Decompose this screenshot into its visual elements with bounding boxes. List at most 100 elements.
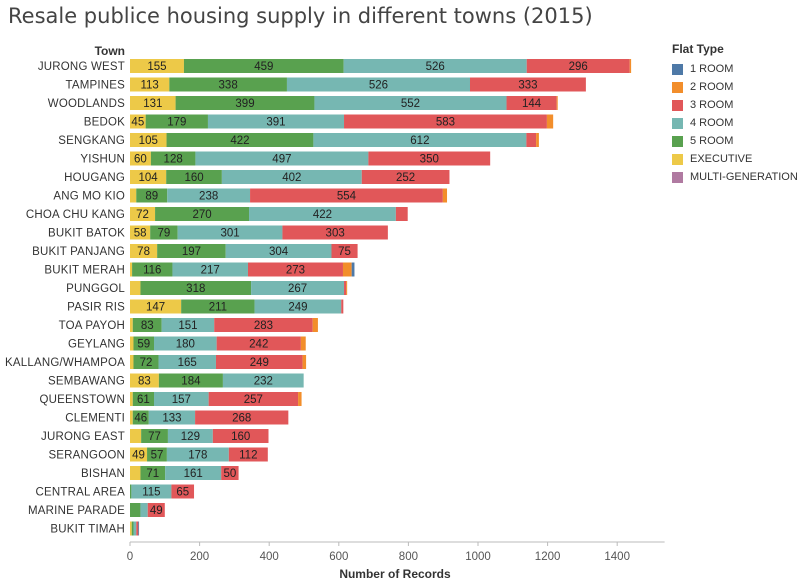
bar-segment-5-room[interactable]: [130, 503, 141, 517]
bar-segment-4-room[interactable]: [158, 355, 216, 369]
bar-segment-3-room[interactable]: [214, 318, 313, 332]
bar-segment-3-room[interactable]: [526, 133, 537, 147]
bar-segment-3-room[interactable]: [208, 392, 299, 406]
bar-segment-4-room[interactable]: [286, 77, 470, 92]
bar-segment-executive[interactable]: [130, 281, 141, 295]
bar-segment-1-room[interactable]: [351, 262, 355, 277]
bar-segment-executive[interactable]: [130, 318, 133, 332]
bar-segment-4-room[interactable]: [251, 281, 345, 295]
bar-segment-2-room[interactable]: [629, 59, 632, 73]
bar-segment-3-room[interactable]: [171, 484, 195, 499]
bar-segment-5-room[interactable]: [183, 59, 344, 73]
bar-segment-3-room[interactable]: [216, 336, 301, 351]
bar-segment-5-room[interactable]: [131, 521, 134, 536]
legend-item-multi-generation[interactable]: MULTI-GENERATION: [672, 168, 800, 186]
bar-segment-4-room[interactable]: [165, 466, 222, 480]
bar-segment-2-room[interactable]: [300, 336, 306, 351]
bar-segment-5-room[interactable]: [158, 373, 223, 388]
bar-segment-3-room[interactable]: [215, 355, 303, 369]
bar-segment-2-room[interactable]: [298, 392, 302, 406]
bar-segment-3-room[interactable]: [341, 299, 344, 314]
legend-item-1-room[interactable]: 1 ROOM: [672, 60, 800, 78]
bar-segment-4-room[interactable]: [140, 503, 148, 517]
bar-segment-executive[interactable]: [130, 225, 151, 240]
bar-segment-executive[interactable]: [130, 521, 132, 536]
bar-segment-3-room[interactable]: [469, 77, 586, 92]
bar-segment-3-room[interactable]: [228, 447, 268, 462]
bar-segment-5-room[interactable]: [150, 225, 178, 240]
bar-segment-4-room[interactable]: [207, 114, 345, 129]
bar-segment-2-room[interactable]: [312, 318, 318, 332]
bar-segment-5-room[interactable]: [175, 96, 315, 110]
legend-item-2-room[interactable]: 2 ROOM: [672, 78, 800, 96]
bar-segment-3-room[interactable]: [282, 225, 388, 240]
bar-segment-5-room[interactable]: [181, 299, 255, 314]
bar-segment-5-room[interactable]: [133, 336, 155, 351]
bar-segment-4-room[interactable]: [225, 244, 332, 258]
bar-segment-5-room[interactable]: [132, 410, 149, 425]
bar-segment-5-room[interactable]: [157, 244, 226, 258]
bar-segment-3-room[interactable]: [247, 262, 343, 277]
legend-item-3-room[interactable]: 3 ROOM: [672, 96, 800, 114]
bar-segment-3-room[interactable]: [250, 188, 443, 203]
bar-segment-executive[interactable]: [130, 244, 158, 258]
bar-segment-4-room[interactable]: [172, 262, 248, 277]
bar-segment-executive[interactable]: [130, 96, 176, 110]
bar-segment-4-room[interactable]: [166, 447, 229, 462]
bar-segment-4-room[interactable]: [254, 299, 342, 314]
bar-segment-5-room[interactable]: [133, 355, 159, 369]
bar-segment-4-room[interactable]: [133, 521, 137, 536]
bar-segment-4-room[interactable]: [343, 59, 527, 73]
bar-segment-executive[interactable]: [130, 447, 148, 462]
bar-segment-executive[interactable]: [130, 262, 133, 277]
bar-segment-4-room[interactable]: [221, 170, 362, 184]
bar-segment-4-room[interactable]: [313, 133, 527, 147]
bar-segment-4-room[interactable]: [161, 318, 215, 332]
bar-segment-1-room[interactable]: [138, 521, 140, 536]
bar-segment-4-room[interactable]: [195, 151, 369, 166]
bar-segment-3-room[interactable]: [212, 429, 269, 443]
bar-segment-4-room[interactable]: [148, 410, 196, 425]
bar-segment-5-room[interactable]: [132, 318, 162, 332]
bar-segment-4-room[interactable]: [177, 225, 283, 240]
bar-segment-3-room[interactable]: [395, 207, 408, 221]
bar-segment-executive[interactable]: [130, 373, 159, 388]
bar-segment-5-room[interactable]: [136, 188, 168, 203]
bar-segment-5-room[interactable]: [166, 133, 314, 147]
bar-segment-3-room[interactable]: [221, 466, 239, 480]
bar-segment-3-room[interactable]: [368, 151, 491, 166]
bar-segment-5-room[interactable]: [140, 281, 252, 295]
bar-segment-executive[interactable]: [130, 59, 184, 73]
bar-segment-executive[interactable]: [130, 466, 141, 480]
bar-segment-executive[interactable]: [130, 410, 133, 425]
bar-segment-5-room[interactable]: [150, 151, 196, 166]
bar-segment-executive[interactable]: [130, 355, 134, 369]
bar-segment-4-room[interactable]: [167, 429, 213, 443]
bar-segment-3-room[interactable]: [506, 96, 557, 110]
bar-segment-executive[interactable]: [130, 336, 134, 351]
legend-item-5-room[interactable]: 5 ROOM: [672, 132, 800, 150]
bar-segment-2-room[interactable]: [346, 281, 348, 295]
bar-segment-5-room[interactable]: [147, 447, 167, 462]
bar-segment-executive[interactable]: [130, 207, 156, 221]
bar-segment-5-room[interactable]: [166, 170, 222, 184]
bar-segment-3-room[interactable]: [147, 503, 165, 517]
bar-segment-4-room[interactable]: [131, 484, 172, 499]
bar-segment-executive[interactable]: [130, 299, 182, 314]
bar-segment-5-room[interactable]: [155, 207, 250, 221]
bar-segment-5-room[interactable]: [132, 262, 173, 277]
bar-segment-3-room[interactable]: [344, 114, 547, 129]
bar-segment-executive[interactable]: [130, 151, 151, 166]
bar-segment-3-room[interactable]: [331, 244, 358, 258]
bar-segment-5-room[interactable]: [141, 429, 168, 443]
bar-segment-executive[interactable]: [130, 77, 170, 92]
bar-segment-3-room[interactable]: [526, 59, 630, 73]
legend-item-executive[interactable]: EXECUTIVE: [672, 150, 800, 168]
bar-segment-3-room[interactable]: [344, 281, 347, 295]
bar-segment-executive[interactable]: [130, 392, 133, 406]
bar-segment-executive[interactable]: [130, 188, 137, 203]
bar-segment-2-room[interactable]: [546, 114, 554, 129]
bar-segment-5-room[interactable]: [132, 392, 155, 406]
bar-segment-4-room[interactable]: [314, 96, 507, 110]
bar-segment-3-room[interactable]: [195, 410, 289, 425]
